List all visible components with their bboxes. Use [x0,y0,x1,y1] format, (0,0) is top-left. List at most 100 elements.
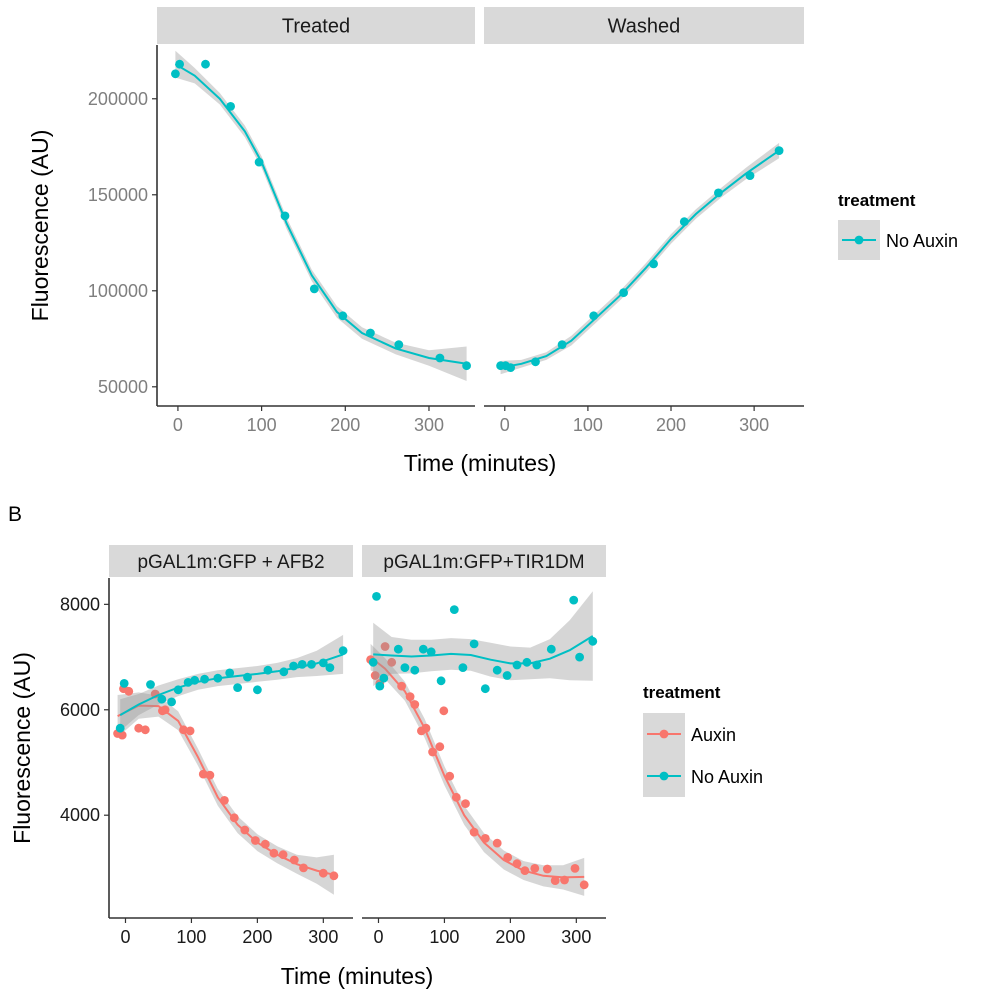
data-point [394,340,404,349]
data-point [512,660,522,670]
data-point [253,685,262,695]
data-point [435,742,445,752]
data-point [418,644,428,654]
data-point [502,671,512,680]
x-tick-label: 0 [500,415,510,435]
data-point [368,657,378,667]
confidence-band [120,634,344,731]
y-tick-label: 100000 [88,281,148,301]
data-point [393,644,403,654]
legend-entry-label: No Auxin [886,231,958,251]
x-tick-label: 0 [173,415,183,435]
data-point [379,673,389,683]
facet-strip-label: pGAL1m:GFP+TIR1DM [383,552,584,573]
data-point [579,880,589,890]
y-tick-label: 6000 [60,700,100,720]
x-axis-label: Time (minutes) [404,450,557,476]
x-tick-label: 300 [414,415,444,435]
data-point [370,671,380,680]
data-point [436,676,446,686]
x-tick-label: 100 [429,927,459,947]
data-point [338,646,348,656]
data-point [117,730,127,740]
facet-strip-label: pGAL1m:GFP + AFB2 [137,552,324,573]
data-point [124,686,134,696]
y-tick-label: 200000 [88,89,148,109]
data-point [146,680,155,689]
x-tick-label: 200 [656,415,686,435]
data-point [542,864,552,874]
data-point [140,725,150,735]
smooth-line [174,63,467,365]
data-point [449,605,459,614]
data-point [387,657,397,667]
facet-strip [157,7,475,44]
smooth-line [373,635,594,665]
legend-key-point [659,729,669,739]
data-point [400,663,410,672]
data-point [530,864,540,873]
smooth-line [500,149,780,369]
data-point [309,284,319,294]
data-point [171,69,180,79]
facet-strip [484,7,804,44]
data-point [445,771,455,781]
data-point [375,681,385,691]
confidence-band [373,591,593,687]
y-tick-label: 4000 [60,805,100,825]
data-point [115,723,125,733]
data-point [410,665,420,675]
x-tick-label: 100 [573,415,603,435]
y-tick-label: 50000 [98,377,148,397]
data-point [372,592,381,601]
x-tick-label: 300 [739,415,769,435]
data-point [134,723,144,733]
x-tick-label: 100 [176,927,206,947]
facet-strip-label: Treated [282,16,350,38]
data-point [225,668,235,678]
data-point [329,871,339,881]
data-point [233,683,243,692]
legend-title: treatment [643,683,721,702]
confidence-band [117,692,334,895]
y-tick-label: 8000 [60,594,100,614]
chart-b: 4000 6000 8000 Fluorescence (AU) Time (minut… [9,545,763,989]
chart-a: 50000 100000 150000 200000 Fluorescence (AU)… [27,7,958,476]
x-tick-label: 200 [242,927,272,947]
smooth-line [119,653,344,716]
data-point [569,595,579,605]
confidence-band [500,142,780,375]
facet-strip [362,545,606,577]
data-point [469,827,479,837]
legend-entry-label: Auxin [691,725,736,745]
data-point [570,864,580,873]
data-point [546,644,556,654]
data-point [119,679,129,688]
data-point [469,639,479,649]
data-point [492,838,502,848]
facet-strip [109,545,353,577]
data-point [550,876,560,885]
confidence-band [370,643,585,896]
legend-key-point [659,771,669,781]
data-point [480,684,490,694]
y-axis-label: Fluorescence (AU) [27,130,53,322]
data-point [167,697,177,707]
panel-b-label: B [8,503,22,526]
x-tick-label: 300 [308,927,338,947]
data-point [458,663,468,672]
data-point [522,657,532,667]
x-tick-label: 0 [120,927,130,947]
data-point [185,726,195,736]
y-axis-label: Fluorescence (AU) [9,652,35,844]
x-tick-label: 200 [495,927,525,947]
data-point [503,853,513,862]
data-point [157,694,167,704]
x-tick-label: 200 [330,415,360,435]
data-point [325,663,335,672]
data-point [201,59,210,69]
x-axis-label: Time (minutes) [281,963,434,989]
data-point [380,642,390,651]
smooth-line [117,704,335,876]
